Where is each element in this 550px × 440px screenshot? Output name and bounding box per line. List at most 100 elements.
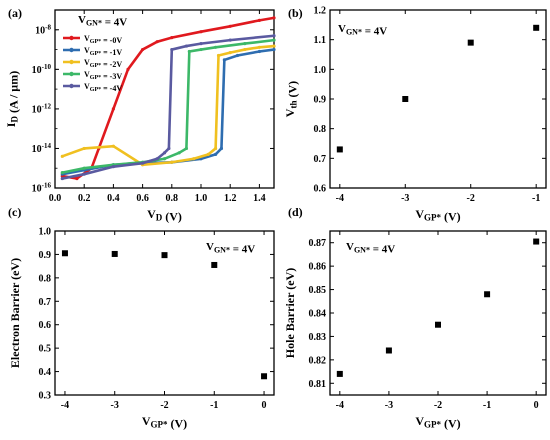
data-point [155, 157, 159, 161]
legend-marker [69, 35, 74, 41]
data-point [272, 34, 276, 38]
y-tick-label: 1.0 [314, 65, 327, 76]
x-tick-label: -3 [385, 400, 393, 411]
panel-2: -4 -3 -2 -1 0.6 0.7 0.8 0.9 1.0 1.1 1.2 VGP* (V) Vth… [283, 6, 547, 224]
y-tick-label: 0.85 [309, 285, 327, 296]
x-tick-label: -2 [434, 400, 442, 411]
data-point [336, 146, 343, 153]
data-point [170, 160, 174, 164]
y-tick-label: 10-14 [32, 142, 52, 155]
data-point [219, 146, 224, 151]
x-axis-label: VGP* (V) [415, 207, 460, 224]
annotation: VGN* = 4V [78, 14, 127, 28]
data-point [111, 107, 115, 111]
x-tick-label: -2 [160, 400, 168, 411]
data-point [155, 40, 159, 44]
y-tick-label: 1.2 [314, 6, 327, 17]
data-point [111, 250, 118, 257]
y-tick-label: 1.1 [314, 35, 327, 46]
y-tick-label: 0.81 [309, 379, 327, 390]
data-point [243, 42, 247, 46]
data-point [192, 157, 196, 161]
y-axis-label: Vth (V) [283, 81, 300, 117]
data-point [533, 238, 540, 245]
plot-frame [54, 9, 275, 189]
data-point [402, 96, 409, 102]
x-tick-label: 1.0 [195, 193, 208, 204]
data-point [336, 370, 343, 377]
data-point [162, 157, 167, 161]
data-point [257, 49, 261, 54]
data-point [126, 67, 130, 71]
data-point [161, 252, 168, 259]
x-tick-label: 1.4 [253, 193, 266, 204]
x-tick-label: -4 [336, 400, 344, 411]
panel-1: 0.0 0.2 0.4 0.6 0.8 1.0 1.2 1.4 10-16 10-14 10-12 1… [4, 6, 276, 224]
y-tick-label: 10-8 [35, 23, 51, 36]
data-point [75, 176, 79, 181]
y-tick-label: 0.86 [309, 262, 327, 273]
x-tick-label: 0.4 [107, 193, 120, 204]
data-point [272, 44, 276, 48]
data-point [170, 47, 174, 52]
data-point [60, 176, 64, 181]
data-point [484, 291, 491, 298]
x-tick-label: -1 [532, 193, 540, 204]
y-tick-label: 0.8 [314, 124, 327, 135]
y-tick-label: 0.9 [314, 95, 327, 106]
series-line [62, 34, 275, 180]
panel-label: (a) [8, 6, 22, 20]
y-tick-label: 10-16 [32, 182, 52, 195]
data-point [257, 45, 261, 49]
x-tick-label: -3 [111, 400, 119, 411]
data-point [216, 53, 221, 58]
x-tick-label: 0 [534, 400, 539, 411]
y-tick-label: 0.84 [309, 309, 327, 320]
data-point [111, 144, 115, 148]
data-point [228, 51, 232, 55]
x-tick-label: 0 [262, 400, 267, 411]
data-point [170, 36, 174, 40]
panel-label: (b) [288, 6, 303, 20]
data-point [184, 146, 188, 151]
panel-label: (c) [8, 205, 21, 219]
x-tick-label: -1 [483, 400, 491, 411]
legend-label: VGP* = -4V [84, 82, 122, 93]
x-tick-label: -4 [61, 400, 69, 411]
y-tick-label: 1.0 [39, 227, 52, 238]
y-axis-label: Electron Barrier (eV) [8, 258, 22, 368]
legend-label: VGP* = -1V [84, 46, 122, 57]
data-point [206, 152, 210, 156]
data-point [467, 39, 474, 46]
annotation: VGN* = 4V [206, 241, 255, 255]
data-point [272, 16, 276, 20]
data-point [61, 250, 68, 257]
x-tick-label: 0.6 [136, 193, 149, 204]
y-tick-label: 0.9 [39, 250, 52, 261]
data-point [199, 47, 203, 52]
legend-label: VGP* = -3V [84, 70, 122, 81]
annotation: VGN* = 4V [346, 241, 395, 255]
x-tick-label: 0.8 [166, 193, 179, 204]
data-point [435, 321, 441, 328]
y-axis-label: ID (A / µm) [4, 71, 21, 127]
data-point [199, 42, 203, 46]
x-tick-label: 0.2 [78, 193, 91, 204]
data-point [82, 172, 86, 176]
data-point [257, 18, 261, 22]
y-tick-label: 0.7 [314, 154, 327, 165]
x-tick-label: -1 [210, 400, 218, 411]
legend-marker [69, 83, 74, 89]
legend-marker [69, 59, 74, 65]
data-point [177, 151, 181, 155]
data-point [533, 24, 540, 31]
data-point [214, 146, 218, 151]
data-point [187, 49, 191, 54]
x-axis-label: VD (V) [147, 207, 182, 224]
data-point [141, 161, 145, 165]
data-point [261, 373, 268, 380]
y-tick-label: 0.82 [309, 355, 327, 366]
y-axis-label: Hole Barrier (eV) [283, 268, 297, 358]
x-axis-label: VGP* (V) [142, 414, 187, 431]
